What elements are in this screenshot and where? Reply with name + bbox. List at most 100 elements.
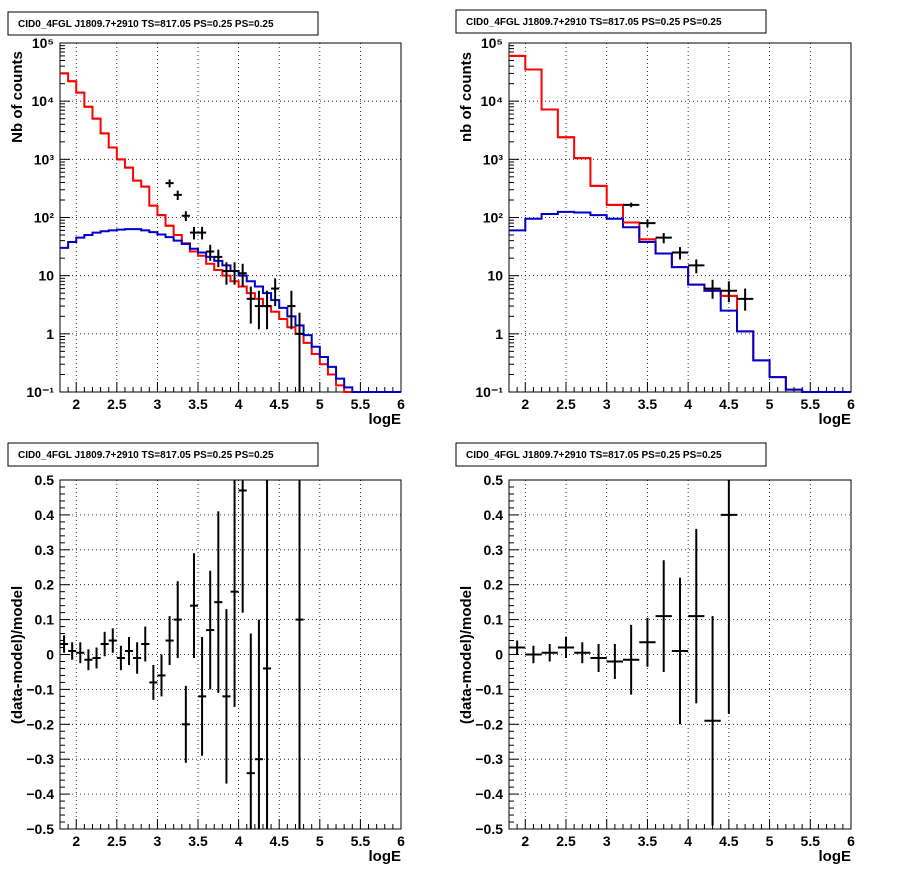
y-tick-label: −0.2 (475, 716, 503, 732)
y-axis-label: (data-model)/model (9, 586, 26, 724)
x-tick-label: 3.5 (188, 833, 208, 849)
y-tick-label: 0.3 (35, 542, 55, 558)
chart-panel-4: CID0_4FGL J1809.7+2910 TS=817.05 PS=0.25… (455, 442, 855, 865)
x-tick-label: 4 (684, 396, 692, 412)
chart-title: CID0_4FGL J1809.7+2910 TS=817.05 PS=0.25… (466, 17, 722, 28)
y-tick-label: 0 (46, 647, 54, 663)
y-tick-label: 0.4 (484, 507, 504, 523)
y-tick-label: −0.4 (26, 786, 54, 802)
x-tick-label: 5.5 (801, 396, 821, 412)
x-tick-label: 2 (521, 396, 529, 412)
x-tick-label: 6 (397, 833, 405, 849)
y-tick-label: 0.3 (484, 542, 504, 558)
chart-panel-2: CID0_4FGL J1809.7+2910 TS=817.05 PS=0.25… (455, 9, 855, 428)
x-tick-label: 5.5 (801, 833, 821, 849)
x-tick-label: 5 (316, 833, 324, 849)
x-tick-label: 2 (521, 833, 529, 849)
y-tick-label: 10⁵ (481, 35, 503, 51)
y-tick-label: 10⁻¹ (26, 384, 54, 400)
x-tick-label: 6 (397, 396, 405, 412)
total-model-histogram (509, 54, 851, 393)
y-tick-label: 0.4 (35, 507, 55, 523)
y-tick-label: 10² (483, 210, 504, 226)
x-axis-label: logE (819, 848, 852, 865)
x-tick-label: 4 (684, 833, 692, 849)
x-tick-label: 4 (235, 833, 243, 849)
x-tick-label: 3 (603, 396, 611, 412)
x-tick-label: 5 (766, 833, 774, 849)
y-tick-label: −0.1 (475, 681, 503, 697)
y-axis-label: Nb of counts (9, 51, 26, 143)
y-tick-label: 0.5 (35, 472, 55, 488)
x-tick-label: 3.5 (188, 396, 208, 412)
chart-title: CID0_4FGL J1809.7+2910 TS=817.05 PS=0.25… (18, 450, 274, 461)
y-tick-label: 0.1 (35, 612, 55, 628)
x-tick-label: 4 (235, 396, 243, 412)
y-tick-label: 10 (38, 268, 54, 284)
y-axis-label: (data-model)/model (458, 586, 475, 724)
x-tick-label: 4.5 (719, 833, 739, 849)
y-tick-label: 0 (495, 647, 503, 663)
x-tick-label: 3.5 (638, 396, 658, 412)
y-tick-label: 10³ (34, 151, 55, 167)
y-tick-label: 10² (34, 210, 55, 226)
x-tick-label: 4.5 (269, 396, 289, 412)
title-box (455, 442, 767, 467)
source-model-histogram (60, 228, 401, 393)
y-tick-label: −0.2 (26, 716, 54, 732)
x-tick-label: 3 (154, 396, 162, 412)
y-tick-label: −0.3 (475, 751, 503, 767)
y-tick-label: 10⁵ (32, 35, 54, 51)
chart-title: CID0_4FGL J1809.7+2910 TS=817.05 PS=0.25… (18, 19, 274, 30)
x-tick-label: 5.5 (351, 833, 371, 849)
y-tick-label: −0.4 (475, 786, 503, 802)
x-tick-label: 6 (847, 833, 855, 849)
total-model-excess-segments (60, 72, 182, 237)
x-tick-label: 2.5 (107, 833, 127, 849)
x-tick-label: 2.5 (556, 396, 576, 412)
x-tick-label: 5.5 (351, 396, 371, 412)
x-tick-label: 2.5 (107, 396, 127, 412)
x-tick-label: 3 (154, 833, 162, 849)
y-tick-label: 1 (46, 326, 54, 342)
plot-frame (59, 479, 402, 830)
chart-panel-1: CID0_4FGL J1809.7+2910 TS=817.05 PS=0.25… (7, 11, 405, 428)
x-axis-label: logE (369, 411, 402, 428)
x-tick-label: 5 (766, 396, 774, 412)
y-tick-label: −0.1 (26, 681, 54, 697)
y-tick-label: 10 (487, 268, 503, 284)
y-axis-label: nb of counts (458, 52, 475, 142)
y-tick-label: 10⁴ (481, 93, 504, 109)
x-tick-label: 2 (72, 833, 80, 849)
y-tick-label: −0.3 (26, 751, 54, 767)
x-tick-label: 6 (847, 396, 855, 412)
chart-title: CID0_4FGL J1809.7+2910 TS=817.05 PS=0.25… (466, 450, 722, 461)
y-tick-label: 10⁻¹ (475, 384, 503, 400)
chart-panel-3: CID0_4FGL J1809.7+2910 TS=817.05 PS=0.25… (7, 442, 405, 865)
x-tick-label: 3 (603, 833, 611, 849)
y-tick-label: 10³ (483, 151, 504, 167)
x-tick-label: 4.5 (719, 396, 739, 412)
y-tick-label: −0.5 (26, 821, 54, 837)
y-tick-label: 10⁴ (32, 93, 55, 109)
title-box (7, 442, 319, 467)
title-box (455, 9, 767, 34)
plot-frame (59, 42, 402, 393)
x-tick-label: 5 (316, 396, 324, 412)
total-model-histogram (60, 72, 401, 393)
x-axis-label: logE (369, 848, 402, 865)
x-axis-label: logE (819, 411, 852, 428)
y-tick-label: 0.2 (35, 577, 55, 593)
y-tick-label: 0.1 (484, 612, 504, 628)
source-model-histogram (509, 210, 851, 393)
y-tick-label: 1 (495, 326, 503, 342)
total-model-excess-segments (509, 54, 737, 297)
y-tick-label: 0.5 (484, 472, 504, 488)
y-tick-label: −0.5 (475, 821, 503, 837)
x-tick-label: 4.5 (269, 833, 289, 849)
y-tick-label: 0.2 (484, 577, 504, 593)
x-tick-label: 3.5 (638, 833, 658, 849)
title-box (7, 11, 319, 36)
x-tick-label: 2.5 (556, 833, 576, 849)
